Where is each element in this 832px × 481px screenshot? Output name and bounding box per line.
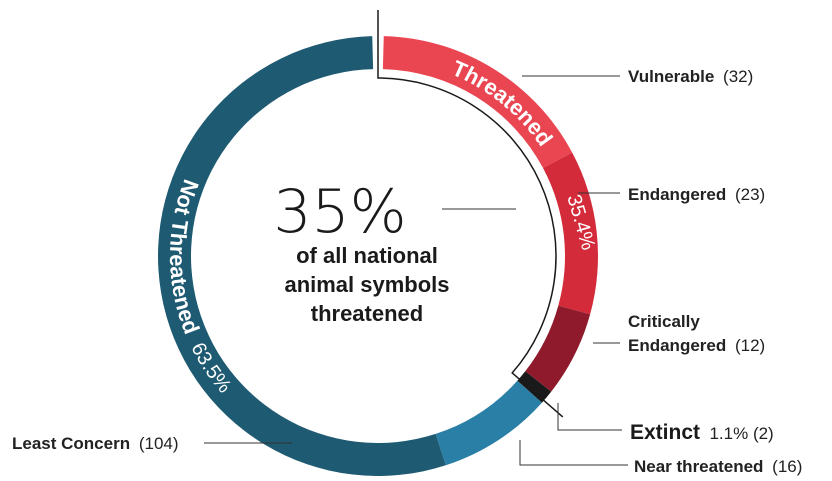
label-critically-line2: Endangered (12): [628, 336, 765, 355]
headline-line-1: of all national: [296, 243, 438, 268]
label-near-threatened: Near threatened (16): [634, 457, 802, 476]
headline-value: 35%: [273, 177, 406, 247]
slice-extinct: [517, 371, 552, 403]
headline-line-2: animal symbols: [284, 272, 449, 297]
slice-vulnerable: [382, 36, 573, 169]
leader-extinct: [557, 403, 622, 431]
leader-lines: [204, 75, 628, 466]
slice-critically-endangered: [525, 305, 591, 392]
label-critically-line1: Critically: [628, 312, 700, 331]
label-extinct: Extinct 1.1% (2): [630, 421, 774, 444]
threatened-bracket: [377, 10, 564, 418]
leader-near: [519, 440, 628, 466]
label-endangered: Endangered (23): [628, 185, 765, 204]
label-least-concern: Least Concern (104): [12, 434, 179, 453]
label-vulnerable: Vulnerable (32): [628, 67, 753, 86]
donut-slices: [157, 36, 598, 477]
slice-near-threatened: [435, 380, 542, 466]
threatened-bracket-arc: [377, 10, 564, 418]
headline-line-3: threatened: [311, 301, 423, 326]
group-label-threatened: Threatened: [449, 55, 558, 150]
